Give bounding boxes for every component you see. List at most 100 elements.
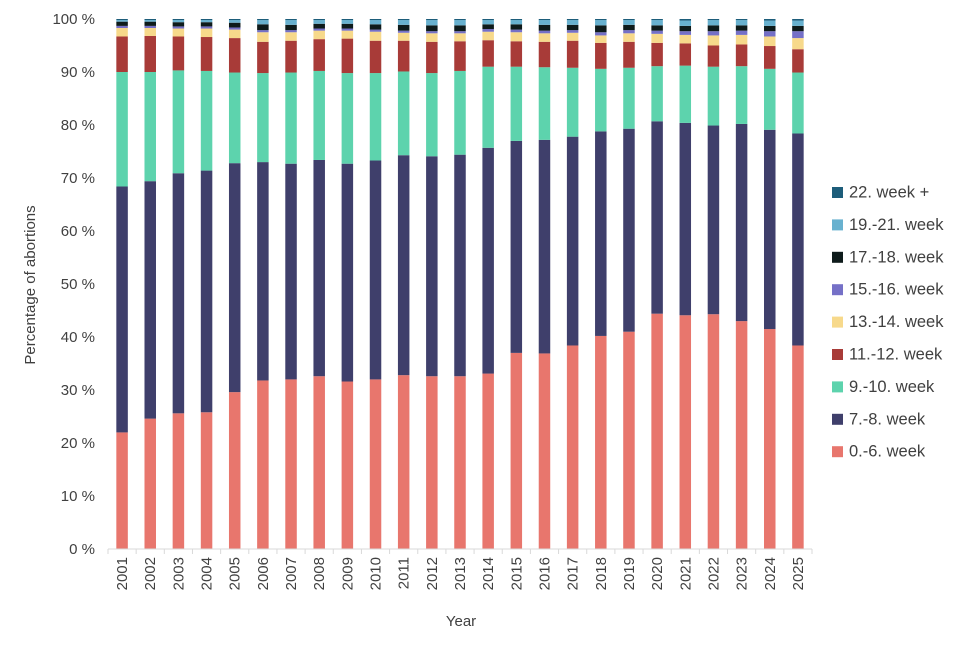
bar-segment	[172, 22, 185, 27]
bar-segment	[510, 29, 523, 33]
bar-segment	[792, 49, 804, 73]
bar-segment	[623, 20, 635, 25]
bar-segment	[595, 335, 607, 549]
legend-swatch	[832, 316, 843, 328]
legend-swatch	[832, 187, 843, 198]
bar-segment	[764, 329, 776, 549]
x-tick-label: 2004	[199, 557, 216, 590]
bar-segment	[144, 28, 156, 36]
bar-segment	[566, 136, 579, 346]
bar-segment	[257, 19, 269, 21]
y-tick-label: 0 %	[69, 541, 95, 558]
y-tick-label: 100 %	[52, 11, 95, 28]
bar-segment	[764, 31, 776, 37]
bar-segment	[623, 19, 635, 21]
bar-segment	[679, 25, 692, 32]
bar-segment	[538, 353, 551, 549]
bar-segment	[651, 30, 663, 34]
bar-segment	[595, 32, 607, 36]
bar-segment	[369, 31, 382, 41]
bar-segment	[172, 173, 185, 414]
bar-segment	[257, 41, 269, 74]
bar-segment	[116, 25, 128, 29]
bar-segment	[200, 412, 213, 549]
bar-segment	[623, 30, 635, 34]
bar-segment	[285, 72, 297, 164]
x-tick-label: 2010	[368, 557, 385, 590]
bar-segment	[482, 373, 494, 549]
bar-segment	[228, 163, 241, 393]
bar-segment	[651, 33, 663, 43]
bar-segment	[566, 20, 579, 25]
bar-segment	[313, 20, 325, 24]
bar-segment	[735, 321, 748, 549]
bar-segment	[341, 19, 354, 21]
bar-segment	[285, 30, 297, 33]
bar-segment	[764, 46, 776, 69]
bar-segment	[510, 41, 523, 67]
bar-segment	[735, 34, 748, 45]
bar-segment	[454, 19, 466, 21]
legend-swatch	[832, 219, 843, 231]
bar-segment	[538, 24, 551, 31]
x-tick-label: 2016	[537, 557, 554, 590]
bar-segment	[454, 20, 466, 26]
y-tick-label: 40 %	[61, 329, 95, 346]
bar-segment	[651, 25, 663, 31]
bar-segment	[679, 31, 692, 35]
bar-segment	[341, 163, 354, 382]
bar-segment	[426, 31, 438, 34]
bar-segment	[228, 38, 241, 73]
bar-segment	[566, 30, 579, 33]
bar-segment	[735, 123, 748, 322]
bar-segment	[426, 33, 438, 42]
bar-segment	[792, 25, 804, 32]
bar-segment	[285, 24, 297, 31]
bar-segment	[792, 133, 804, 346]
bar-segment	[257, 20, 269, 25]
bar-segment	[200, 22, 213, 27]
bar-segment	[172, 19, 185, 21]
bar-segment	[313, 159, 325, 377]
bar-segment	[116, 432, 128, 549]
bar-segment	[228, 27, 241, 30]
bar-segment	[482, 24, 494, 30]
y-tick-label: 10 %	[61, 488, 95, 505]
bar-segment	[200, 170, 213, 413]
bar-segment	[313, 70, 325, 160]
bar-segment	[397, 71, 410, 156]
bar-segment	[482, 147, 494, 374]
bar-segment	[285, 19, 297, 21]
bar-segment	[595, 20, 607, 26]
y-tick-label: 70 %	[61, 170, 95, 187]
x-tick-label: 2020	[649, 557, 666, 590]
bar-segment	[623, 33, 635, 42]
bar-segment	[426, 376, 438, 549]
bar-segment	[566, 67, 579, 137]
bar-segment	[482, 40, 494, 67]
y-tick-label: 60 %	[61, 223, 95, 240]
y-axis-title: Percentage of abortions	[22, 205, 39, 364]
bar-segment	[679, 65, 692, 123]
x-tick-label: 2011	[396, 557, 413, 589]
x-tick-label: 2003	[170, 557, 187, 590]
bar-segment	[369, 40, 382, 74]
bar-segment	[285, 32, 297, 41]
bar-segment	[792, 20, 804, 26]
bar-segment	[426, 41, 438, 74]
bar-segment	[369, 29, 382, 32]
legend-label: 7.-8. week	[849, 410, 926, 428]
bar-segment	[285, 20, 297, 25]
bar-segment	[341, 381, 354, 549]
bar-segment	[341, 23, 354, 29]
bar-segment	[764, 68, 776, 130]
bar-segment	[538, 33, 551, 42]
bar-segment	[764, 36, 776, 47]
bar-segment	[707, 35, 720, 46]
bar-segment	[566, 345, 579, 549]
bar-segment	[538, 41, 551, 68]
bar-segment	[257, 32, 269, 42]
bar-segment	[651, 66, 663, 122]
bar-segment	[172, 26, 185, 29]
x-axis-title: Year	[446, 613, 476, 630]
